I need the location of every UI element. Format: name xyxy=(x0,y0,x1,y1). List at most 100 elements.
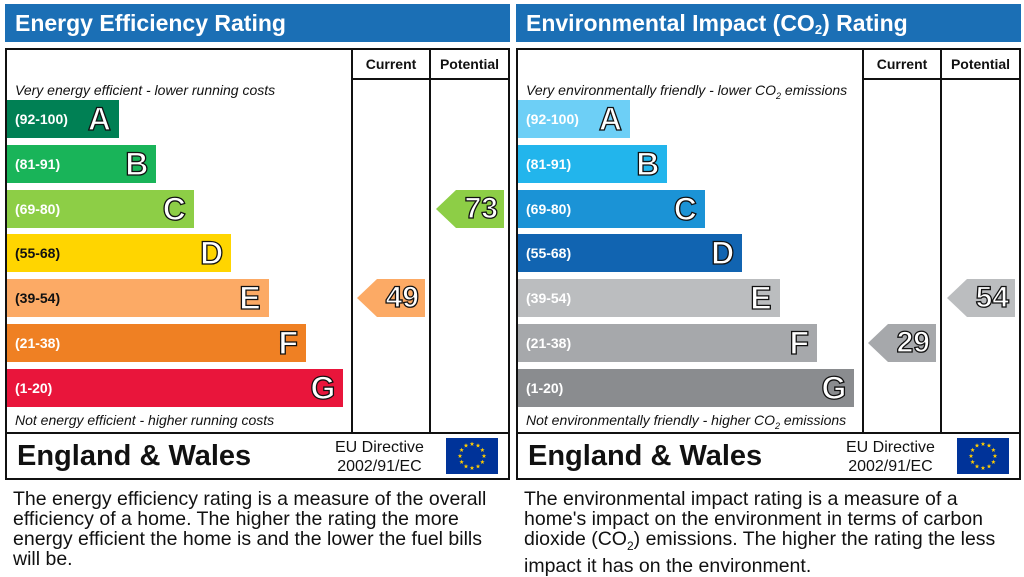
band-f: (21-38) F xyxy=(7,324,306,362)
eu-directive: EU Directive 2002/91/EC xyxy=(846,438,935,476)
band-range-label: (39-54) xyxy=(15,290,61,307)
band-range-label: (21-38) xyxy=(526,335,572,351)
potential-column-header: Potential xyxy=(439,56,500,72)
label-subscript: 2 xyxy=(775,420,781,431)
band-range-label: (81-91) xyxy=(15,155,61,172)
band-range-label: (92-100) xyxy=(15,111,68,127)
label-text: Not environmentally friendly - higher CO xyxy=(526,412,775,428)
title-subscript: 2 xyxy=(814,22,823,37)
eu-star xyxy=(463,463,469,469)
title-text-end: ) Rating xyxy=(822,10,908,36)
band-range-label: (69-80) xyxy=(15,200,61,217)
eu-star xyxy=(970,447,975,452)
eu-star xyxy=(986,463,992,469)
eu-star xyxy=(974,463,980,469)
eu-star xyxy=(481,453,487,458)
eu-flag-icon xyxy=(446,438,498,474)
band-letter: B xyxy=(125,145,149,182)
band-c: (69-80) C xyxy=(518,189,705,228)
band-e: (39-54) E xyxy=(518,279,780,318)
band-letter: G xyxy=(821,369,847,406)
eu-star xyxy=(991,459,996,464)
band-a: (92-100) A xyxy=(7,100,119,138)
band-letter: A xyxy=(598,100,622,137)
eu-star xyxy=(968,453,974,458)
column-divider xyxy=(429,50,431,432)
eu-star xyxy=(469,441,475,446)
title-text: Environmental Impact (CO xyxy=(526,10,815,36)
band-letter: C xyxy=(673,190,697,227)
label-text: Very environmentally friendly - lower CO xyxy=(526,82,777,98)
band-range-label: (55-68) xyxy=(15,245,61,262)
eu-star xyxy=(469,465,475,470)
header-divider xyxy=(351,78,508,80)
band-letter: D xyxy=(199,235,224,272)
label-subscript: 2 xyxy=(776,90,782,101)
eu-star xyxy=(459,447,464,452)
band-letter: F xyxy=(789,324,810,361)
potential-rating-arrow: 54 xyxy=(947,279,1015,318)
potential-rating-arrow: 73 xyxy=(436,189,504,228)
arrow-shape xyxy=(947,279,1015,318)
region-label: England & Wales xyxy=(528,440,763,472)
band-b: (81-91) B xyxy=(7,144,157,183)
band-range-label: (1-20) xyxy=(526,379,564,396)
band-f: (21-38) F xyxy=(518,324,817,362)
band-d: (55-68) D xyxy=(7,234,232,273)
scale-top-label: Very energy efficient - lower running co… xyxy=(15,82,276,98)
band-letter: A xyxy=(87,100,111,137)
energy-efficiency-panel: Energy Efficiency Rating Current Potenti… xyxy=(5,4,510,570)
environmental-impact-description: The environmental impact rating is a mea… xyxy=(524,489,1020,576)
band-letter: B xyxy=(636,145,660,182)
column-divider xyxy=(351,50,353,432)
eu-flag-icon xyxy=(957,438,1009,474)
eu-star xyxy=(480,459,485,464)
energy-efficiency-description: The energy efficiency rating is a measur… xyxy=(13,488,487,570)
band-range-label: (21-38) xyxy=(15,335,61,351)
current-rating-value: 29 xyxy=(896,325,931,359)
column-divider xyxy=(862,50,864,432)
eu-star xyxy=(974,443,980,448)
band-d: (55-68) D xyxy=(518,234,743,273)
scale-top-label: Very environmentally friendly - lower CO… xyxy=(526,82,847,101)
label-text-end: emissions xyxy=(780,412,847,428)
directive-number: 2002/91/EC xyxy=(848,458,933,475)
eu-star xyxy=(991,447,996,452)
region-label: England & Wales xyxy=(17,440,252,472)
band-a: (92-100) A xyxy=(518,100,630,138)
eu-star xyxy=(480,447,485,452)
environmental-impact-chart: Current Potential Very environmentally f… xyxy=(516,48,1021,434)
current-rating-arrow: 29 xyxy=(868,324,936,362)
band-e: (39-54) E xyxy=(7,279,269,318)
band-g: (1-20) G xyxy=(7,368,344,407)
band-letter: E xyxy=(750,280,773,317)
band-range-label: (1-20) xyxy=(15,379,53,396)
eu-star xyxy=(986,443,992,448)
eu-star xyxy=(980,441,986,446)
footer-box: England & Wales EU Directive 2002/91/EC xyxy=(5,432,510,480)
band-range-label: (39-54) xyxy=(526,290,572,307)
description-text-end: ) emissions. The higher the rating the l… xyxy=(524,528,996,577)
potential-rating-value: 73 xyxy=(464,191,499,225)
current-rating-value: 49 xyxy=(385,281,420,315)
eu-star xyxy=(457,453,463,458)
eu-star xyxy=(463,443,469,448)
arrow-shape xyxy=(436,189,504,228)
potential-rating-value: 54 xyxy=(975,281,1010,315)
energy-efficiency-title: Energy Efficiency Rating xyxy=(5,4,510,42)
band-range-label: (55-68) xyxy=(526,245,572,262)
current-column-header: Current xyxy=(876,56,928,72)
current-rating-arrow: 49 xyxy=(357,279,425,318)
eu-star xyxy=(980,465,986,470)
directive-number: 2002/91/EC xyxy=(337,458,422,475)
description-text: The environmental impact rating is a mea… xyxy=(524,488,983,550)
eu-star xyxy=(970,459,975,464)
environmental-impact-panel: Environmental Impact (CO2) Rating Curren… xyxy=(516,4,1021,576)
potential-column-header: Potential xyxy=(950,56,1011,72)
column-divider xyxy=(940,50,942,432)
header-divider xyxy=(862,78,1019,80)
description-subscript: 2 xyxy=(626,538,634,553)
eu-star xyxy=(475,463,481,469)
eu-star xyxy=(459,459,464,464)
band-letter: G xyxy=(310,369,336,406)
